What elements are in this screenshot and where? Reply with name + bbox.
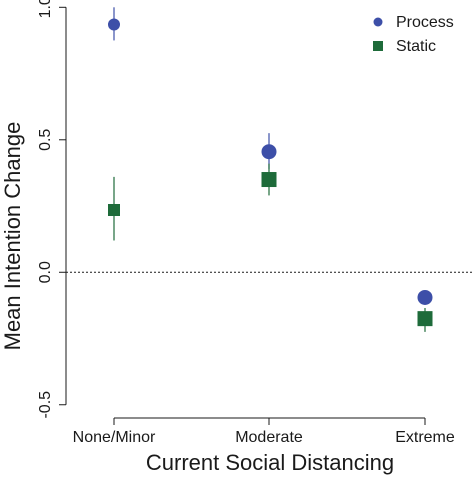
y-tick-label: -0.5	[37, 391, 54, 419]
legend-label: Static	[396, 38, 436, 55]
y-tick-label: 1.0	[37, 0, 54, 18]
legend-item-process: Process	[373, 14, 454, 31]
x-axis-title: Current Social Distancing	[146, 450, 394, 475]
legend-item-static: Static	[373, 38, 436, 55]
legend-square-marker	[373, 41, 383, 51]
x-tick-label: Extreme	[395, 429, 455, 446]
y-ticks: -0.5 0.0 0.5 1.0	[37, 0, 66, 419]
data-marks	[108, 7, 433, 332]
y-tick-label: 0.5	[37, 129, 54, 151]
static-point	[108, 204, 120, 216]
y-axis-title: Mean Intention Change	[0, 122, 25, 351]
y-tick-label: 0.0	[37, 261, 54, 283]
series-process	[108, 7, 433, 305]
legend-label: Process	[396, 14, 454, 31]
x-ticks: None/Minor Moderate Extreme	[73, 418, 455, 446]
x-tick-label: None/Minor	[73, 429, 156, 446]
process-point	[261, 144, 277, 160]
x-tick-label: Moderate	[235, 429, 303, 446]
static-point	[417, 311, 433, 327]
process-point	[417, 289, 433, 305]
process-point	[108, 18, 120, 31]
legend-circle-marker	[373, 17, 383, 27]
legend: Process Static	[373, 14, 454, 55]
series-static	[108, 163, 433, 332]
static-point	[261, 172, 277, 188]
